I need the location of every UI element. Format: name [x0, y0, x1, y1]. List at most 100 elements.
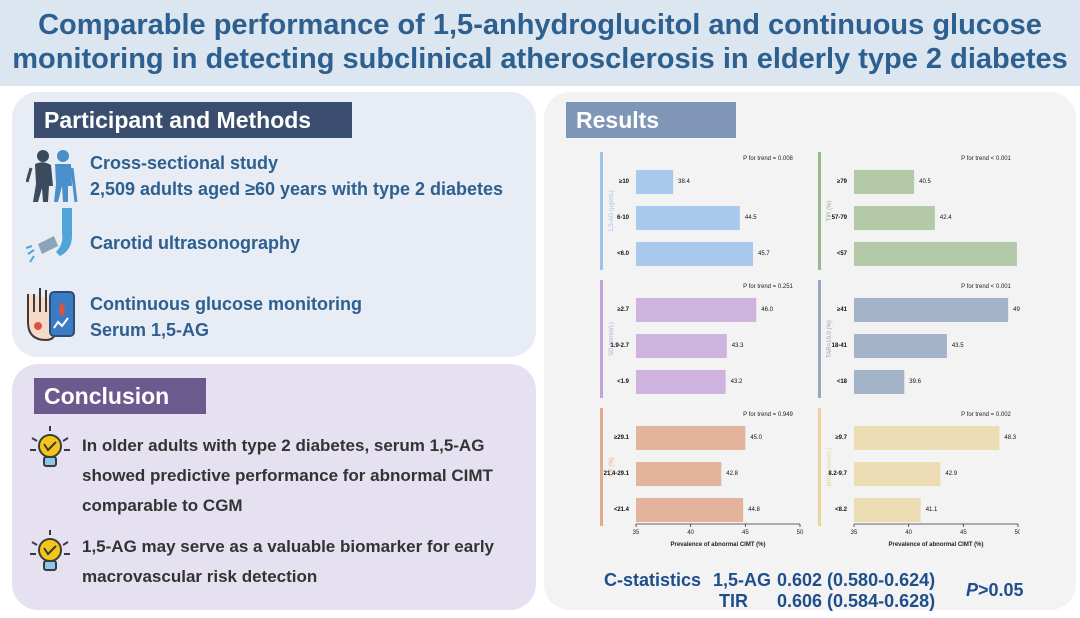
c-statistics-block: C-statistics: [604, 570, 701, 591]
chart-x-tick-label: 40: [687, 530, 694, 536]
chart-x-tick-label: 45: [742, 530, 749, 536]
chart-value-label: 42.4: [940, 215, 952, 221]
chart-x-tick-label: 40: [905, 530, 912, 536]
study-design-text: Cross-sectional study: [90, 153, 279, 173]
chart-bar: [636, 334, 727, 358]
chart-category-label: 21.4-29.1: [604, 471, 630, 477]
title-line-1: Comparable performance of 1,5-anhydroglu…: [38, 9, 1042, 41]
chart-category-label: ≥9.7: [835, 435, 847, 441]
chart-trend-p: P for trend < 0.001: [961, 156, 1011, 162]
chart-x-tick-label: 35: [633, 530, 640, 536]
conclusion-point-2-line-2: macrovascular risk detection: [82, 567, 318, 586]
c-statistics-value-2: 0.606 (0.584-0.628): [777, 591, 935, 612]
chart-ylabel: MBG (mmol/L): [827, 447, 833, 486]
chart-category-label: 57-79: [832, 215, 848, 221]
chart-bar: [636, 206, 740, 230]
chart-axis-band: [818, 152, 821, 270]
chart-ylabel: CV (%): [609, 457, 615, 476]
lightbulb-icon: [30, 426, 70, 467]
chart-value-label: 43.2: [731, 379, 743, 385]
ultrasound-text: Carotid ultrasonography: [90, 233, 301, 253]
conclusion-point-2-line-1: 1,5-AG may serve as a valuable biomarker…: [82, 537, 495, 556]
chart-category-label: ≥29.1: [614, 435, 630, 441]
chart-category-label: 18-41: [832, 343, 848, 349]
conclusion-point-2: 1,5-AG may serve as a valuable biomarker…: [82, 532, 494, 592]
chart-value-label: 44.8: [748, 507, 760, 513]
chart-value-label: 46.0: [761, 307, 773, 313]
chart-bar: [854, 170, 915, 194]
chart-x-axis-title: Prevalence of abnormal CIMT (%): [670, 542, 765, 548]
c-stat-2-name: TIR: [719, 591, 748, 611]
chart-category-label: ≥79: [837, 179, 848, 185]
conclusion-point-1-line-2: showed predictive performance for abnorm…: [82, 466, 493, 485]
results-header: Results: [566, 102, 736, 138]
chart-category-label: <1.9: [617, 379, 630, 385]
chart-x-tick-label: 50: [1015, 530, 1020, 536]
chart-value-label: 42.9: [945, 471, 957, 477]
conclusion-point-1-line-1: In older adults with type 2 diabetes, se…: [82, 436, 485, 455]
chart-bar: [854, 298, 1009, 322]
chart-bar: [636, 462, 722, 486]
chart-value-label: 40.5: [919, 179, 931, 185]
ultrasound-probe-icon: [25, 208, 72, 263]
chart-x-axis-title: Prevalence of abnormal CIMT (%): [888, 542, 983, 548]
chart-value-label: 49.1: [1013, 307, 1020, 313]
chart-category-label: <21.4: [614, 507, 630, 513]
participants-text: 2,509 adults aged ≥60 years with type 2 …: [90, 179, 504, 199]
chart-category-label: <8.2: [835, 507, 848, 513]
chart-ylabel: SD (mmol/L): [609, 322, 615, 356]
conclusion-point-1-line-3: comparable to CGM: [82, 496, 243, 515]
chart-bar: [636, 242, 753, 266]
chart-bar: [854, 498, 921, 522]
chart-bar: [854, 370, 905, 394]
chart-category-label: ≥10: [619, 179, 630, 185]
conclusion-point-1: In older adults with type 2 diabetes, se…: [82, 431, 493, 521]
elderly-people-icon: [26, 150, 78, 203]
chart-bar: [636, 298, 757, 322]
c-stat-1-name: 1,5-AG: [713, 570, 772, 590]
chart-bar: [854, 462, 941, 486]
chart-trend-p: P for trend = 0.002: [961, 412, 1011, 418]
results-charts: 1,5-AG (μg/mL) P for trend = 0.008 ≥10 38.4…: [600, 152, 1020, 548]
c-stat-2-value: 0.606 (0.584-0.628): [777, 591, 936, 611]
c-statistics-label: C-statistics: [604, 570, 702, 590]
c-statistics-value-1: 0.602 (0.580-0.624): [777, 570, 935, 591]
chart-trend-p: P for trend = 0.008: [743, 156, 793, 162]
chart-value-label: 45.0: [750, 435, 762, 441]
chart-bar: [854, 206, 935, 230]
title-banner: [0, 0, 1080, 86]
chart-x-tick-label: 35: [851, 530, 858, 536]
chart-axis-band: [818, 408, 821, 526]
chart-ylabel: TAR>10.0 (%): [827, 320, 833, 358]
chart-bar: [636, 370, 726, 394]
lightbulb-icon: [30, 530, 70, 571]
chart-axis-band: [818, 280, 821, 398]
chart-category-label: <18: [837, 379, 848, 385]
chart-value-label: 38.4: [678, 179, 690, 185]
serum-text: Serum 1,5-AG: [90, 320, 210, 340]
chart-ylabel: 1,5-AG (μg/mL): [609, 190, 615, 231]
chart-trend-p: P for trend < 0.001: [961, 284, 1011, 290]
p-value: P>0.05: [966, 580, 1024, 601]
chart-axis-band: [600, 408, 603, 526]
chart-value-label: 48.3: [1004, 435, 1016, 441]
cgm-device-icon: [27, 288, 75, 342]
p-value-letter: P: [966, 580, 979, 600]
c-statistics-row-2: TIR: [719, 591, 748, 612]
chart-category-label: 1.9-2.7: [610, 343, 629, 349]
conclusion-header: Conclusion: [34, 378, 206, 414]
cgm-text: Continuous glucose monitoring: [90, 294, 362, 314]
chart-bar: [854, 242, 1017, 266]
chart-value-label: 43.3: [732, 343, 744, 349]
page-title: Comparable performance of 1,5-anhydroglu…: [0, 8, 1080, 76]
chart-bar: [854, 426, 1000, 450]
chart-axis-band: [600, 152, 603, 270]
chart-value-label: 44.5: [745, 215, 757, 221]
chart-category-label: 6-10: [617, 215, 630, 221]
chart-x-tick-label: 45: [960, 530, 967, 536]
c-statistics-row-1: 1,5-AG: [713, 570, 771, 591]
chart-trend-p: P for trend = 0.949: [743, 412, 793, 418]
chart-bar: [636, 426, 746, 450]
chart-category-label: <57: [837, 251, 848, 257]
chart-bar: [854, 334, 947, 358]
